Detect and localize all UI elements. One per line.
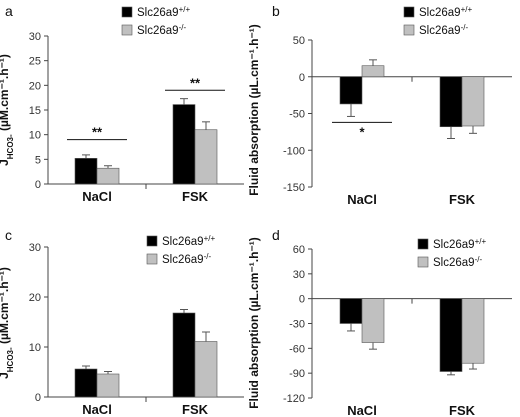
legend-label: Slc26a9+/+: [137, 5, 190, 20]
legend-label: Slc26a9+/+: [162, 234, 215, 249]
y-axis-label: Fluid absorption (µL.cm⁻¹.h⁻¹): [247, 237, 261, 409]
y-tick-label: 30: [293, 269, 305, 281]
x-category-label: NaCl: [347, 403, 377, 417]
x-category-label: NaCl: [347, 192, 377, 207]
bar-knockout: [361, 298, 385, 343]
y-tick-label: 20: [29, 292, 41, 304]
x-category-label: FSK: [449, 192, 476, 207]
x-category-label: FSK: [182, 402, 209, 417]
y-tick-label: -90: [289, 368, 305, 380]
y-tick-label: 50: [293, 35, 305, 47]
bar-wildtype: [339, 76, 363, 105]
legend-label: Slc26a9-/-: [162, 252, 211, 267]
y-tick-label: 0: [35, 179, 41, 191]
y-tick-label: 25: [29, 56, 41, 68]
significance-marker: **: [92, 125, 103, 140]
y-tick-label: 0: [299, 294, 305, 306]
x-category-label: NaCl: [82, 189, 112, 204]
y-tick-label: 30: [29, 31, 41, 43]
legend-label: Slc26a9+/+: [433, 237, 486, 252]
bar-wildtype: [74, 368, 98, 398]
bar-wildtype: [172, 104, 196, 185]
legend-swatch: [146, 253, 158, 265]
legend-label: Slc26a9-/-: [419, 23, 468, 38]
legend-label: Slc26a9-/-: [433, 255, 482, 270]
panel-label: b: [272, 3, 280, 19]
y-tick-label: -60: [289, 343, 305, 355]
legend-swatch: [403, 6, 415, 18]
legend-swatch: [417, 256, 429, 268]
legend-swatch: [403, 24, 415, 36]
y-tick-label: 20: [29, 80, 41, 92]
y-tick-label: -100: [283, 145, 305, 157]
chart-panel-b: b -150 -100 -50 0 50 NaCl FSK * Fluid absorption …: [247, 3, 512, 207]
y-tick-label: -30: [289, 319, 305, 331]
chart-panel-c: c 0 10 20 30 NaCl FSK JHCO3- (µM.cm⁻¹.h⁻¹) Slc26…: [0, 227, 244, 417]
y-tick-label: 60: [293, 244, 305, 256]
legend-swatch: [121, 24, 133, 36]
bar-wildtype: [74, 158, 98, 185]
significance-marker: *: [359, 124, 365, 139]
bar-wildtype: [172, 312, 196, 398]
bar-wildtype: [339, 298, 363, 324]
panel-label: c: [5, 227, 12, 243]
x-category-label: FSK: [449, 403, 476, 417]
y-tick-label: -120: [283, 393, 305, 405]
y-axis-label: JHCO3- (µM.cm⁻¹.h⁻¹): [0, 267, 15, 379]
panel-label: d: [272, 227, 280, 243]
legend-label: Slc26a9+/+: [419, 5, 472, 20]
legend-swatch: [121, 6, 133, 18]
bar-knockout: [96, 373, 120, 398]
bar-knockout: [96, 167, 120, 185]
y-axis-label: JHCO3- (µM.cm⁻¹.h⁻¹): [0, 54, 15, 166]
y-tick-label: 15: [29, 105, 41, 117]
y-tick-label: 30: [29, 242, 41, 254]
y-axis-label: Fluid absorption (µL.cm⁻¹.h⁻¹): [247, 24, 261, 196]
legend: Slc26a9+/+ Slc26a9-/-: [417, 237, 486, 270]
bar-wildtype: [439, 76, 463, 128]
x-category-label: NaCl: [82, 402, 112, 417]
y-tick-label: 5: [35, 154, 41, 166]
x-category-label: FSK: [182, 189, 209, 204]
legend: Slc26a9+/+ Slc26a9-/-: [121, 5, 190, 38]
legend-swatch: [146, 235, 158, 247]
significance-marker: **: [190, 75, 201, 90]
chart-panel-d: d -120 -90 -60 -30 0 30 60 NaCl FSK Fluid absorpti…: [247, 227, 512, 417]
bar-knockout: [194, 341, 218, 398]
bar-knockout: [461, 298, 485, 364]
chart-panel-a: a 0 5 10 15 20 25 30 NaCl FSK ** ** JHCO3- (µM.cm⁻¹.…: [0, 3, 244, 204]
bar-wildtype: [439, 298, 463, 372]
bar-knockout: [361, 65, 385, 78]
legend: Slc26a9+/+ Slc26a9-/-: [146, 234, 215, 267]
y-tick-label: -50: [289, 109, 305, 121]
y-tick-label: 0: [299, 72, 305, 84]
y-tick-label: 0: [35, 392, 41, 404]
y-tick-label: 10: [29, 130, 41, 142]
legend-label: Slc26a9-/-: [137, 23, 186, 38]
panel-label: a: [5, 3, 13, 19]
bar-knockout: [461, 76, 485, 127]
legend: Slc26a9+/+ Slc26a9-/-: [403, 5, 472, 38]
y-tick-label: -150: [283, 182, 305, 194]
bar-knockout: [194, 129, 218, 185]
legend-swatch: [417, 238, 429, 250]
y-tick-label: 10: [29, 342, 41, 354]
